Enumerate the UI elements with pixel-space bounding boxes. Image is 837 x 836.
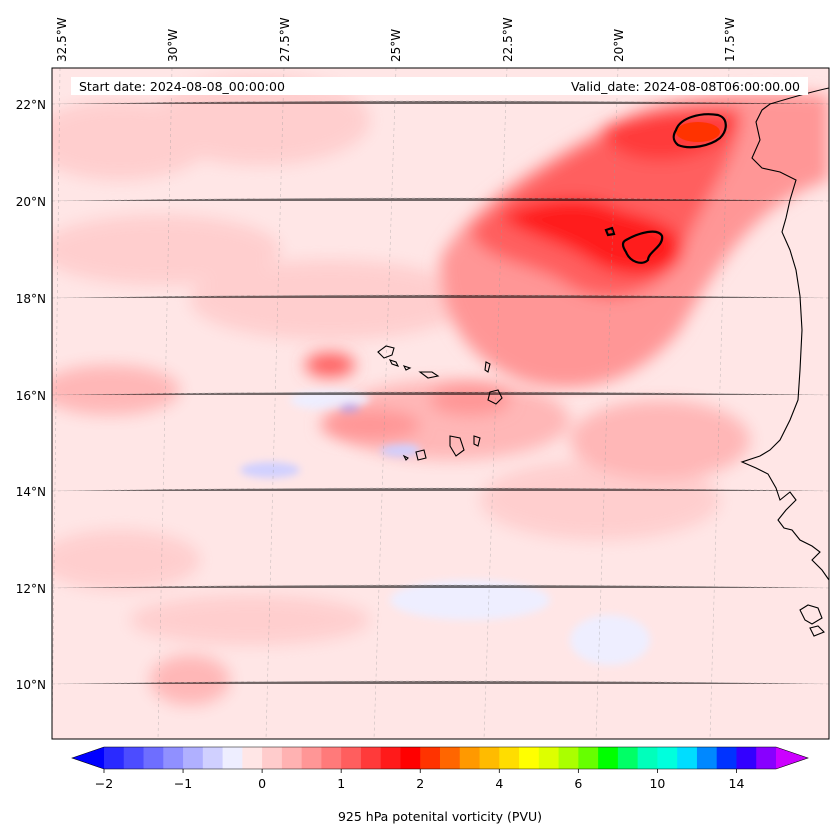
colorbar-segment [341, 747, 362, 769]
lat-tick-label: 12°N [16, 582, 46, 596]
valid-date-label: Valid_date: 2024-08-08T06:00:00.00 [571, 79, 800, 94]
colorbar-segment [163, 747, 184, 769]
colorbar-extend-low [72, 747, 104, 769]
colorbar-tick-label: 1 [337, 776, 345, 791]
colorbar-tick-label: −2 [95, 776, 113, 791]
colorbar-segment [459, 747, 481, 769]
pv-max-center [676, 122, 720, 142]
colorbar-segment [677, 747, 698, 769]
pv-contours [604, 113, 727, 264]
colorbar-segment [538, 747, 560, 769]
west-africa-coast [740, 87, 829, 637]
pv-light-band-field [52, 75, 750, 705]
colorbar-extend-high [776, 747, 808, 769]
colorbar-tick-label: 14 [729, 776, 745, 791]
colorbar-segment [202, 747, 224, 769]
colorbar-segment [657, 747, 678, 769]
lat-tick-label: 16°N [16, 389, 46, 403]
colorbar-segment [578, 747, 599, 769]
colorbar-segment [499, 747, 520, 769]
colorbar-tick-label: 0 [258, 776, 266, 791]
colorbar-segment [420, 747, 441, 769]
lat-tick-label: 20°N [16, 195, 46, 209]
colorbar-segment [617, 747, 639, 769]
lon-tick-label: 17.5°W [723, 17, 737, 62]
map-panel [52, 68, 829, 739]
colorbar-segment [321, 747, 342, 769]
colorbar-segment [281, 747, 303, 769]
date-info-box: Start date: 2024-08-08_00:00:00 Valid_da… [71, 77, 808, 95]
colorbar-segment [104, 747, 125, 769]
lon-tick-label: 27.5°W [278, 17, 292, 62]
start-date-label: Start date: 2024-08-08_00:00:00 [79, 79, 285, 94]
lon-tick-label: 32.5°W [55, 17, 69, 62]
lon-tick-label: 20°W [612, 29, 626, 62]
lat-tick-labels: 22°N 20°N 18°N 16°N 14°N 12°N 10°N [16, 98, 46, 692]
lat-tick-label: 22°N [16, 98, 46, 112]
colorbar-tick-label: 4 [495, 776, 503, 791]
colorbar-tick-label: 6 [574, 776, 582, 791]
cabo-verde-islands [377, 345, 503, 461]
colorbar-segment [380, 747, 402, 769]
colorbar-segment [183, 747, 204, 769]
colorbar-segment [123, 747, 145, 769]
lat-tick-label: 10°N [16, 678, 46, 692]
colorbar-segment [558, 747, 579, 769]
gridlines [52, 68, 829, 739]
colorbar-segment [143, 747, 164, 769]
colorbar-segment [242, 747, 263, 769]
colorbar-tick-label: 2 [416, 776, 424, 791]
colorbar-segment [696, 747, 718, 769]
colorbar-tick-label: 10 [649, 776, 665, 791]
lat-tick-label: 14°N [16, 485, 46, 499]
colorbar-tick-label: −1 [174, 776, 192, 791]
colorbar-segment [440, 747, 461, 769]
colorbar-segments [104, 747, 777, 769]
lon-tick-labels: 32.5°W 30°W 27.5°W 25°W 22.5°W 20°W 17.5… [55, 17, 737, 62]
date-info-background [71, 77, 808, 95]
map-frame [51, 67, 830, 740]
colorbar-segment [400, 747, 421, 769]
colorbar-segment [301, 747, 323, 769]
colorbar-segment [756, 747, 777, 769]
colorbar-segment [262, 747, 283, 769]
lon-tick-label: 30°W [166, 29, 180, 62]
colorbar-ticks: −2 −1 0 1 2 4 6 10 14 [95, 769, 745, 791]
colorbar-segment [598, 747, 619, 769]
lat-tick-label: 18°N [16, 292, 46, 306]
colorbar-segment [360, 747, 382, 769]
colorbar-segment [637, 747, 659, 769]
colorbar-segment [519, 747, 540, 769]
colorbar-segment [716, 747, 738, 769]
lon-tick-label: 22.5°W [501, 17, 515, 62]
lon-tick-label: 25°W [389, 29, 403, 62]
colorbar-segment [479, 747, 500, 769]
colorbar: −2 −1 0 1 2 4 6 10 14 925 hPa potenital vorticit… [71, 746, 809, 824]
colorbar-segment [222, 747, 243, 769]
colorbar-segment [736, 747, 757, 769]
colorbar-label: 925 hPa potenital vorticity (PVU) [338, 809, 542, 824]
